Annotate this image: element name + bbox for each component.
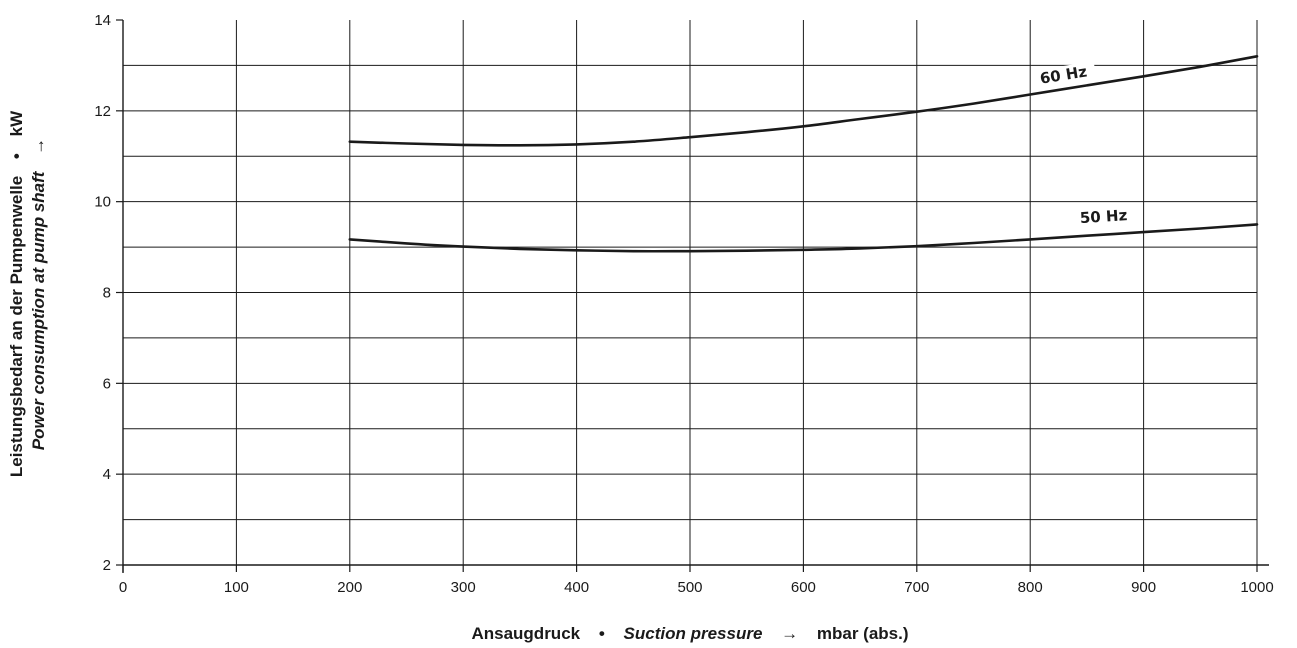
y-axis-title-unit: kW: [7, 110, 26, 136]
x-tick-label-500: 500: [677, 579, 702, 596]
x-tick-label-600: 600: [791, 579, 816, 596]
x-axis-title-en: Suction pressure: [624, 624, 763, 643]
series-line-2: [348, 223, 1259, 253]
y-axis-title-de: Leistungsbedarf an der Pumpenwelle: [7, 176, 26, 477]
y-axis-title-line2: Power consumption at pump shaft →: [29, 138, 48, 450]
y-axis-title-arrow: →: [29, 138, 48, 155]
x-axis-title: Ansaugdruck • Suction pressure → mbar (a…: [471, 624, 908, 643]
y-tick-label-6: 6: [103, 375, 111, 392]
grid: [123, 20, 1258, 565]
series-label-1: 60 Hz: [1039, 62, 1089, 87]
x-tick-label-300: 300: [451, 579, 476, 596]
series-lines: [348, 55, 1259, 253]
x-axis-title-de: Ansaugdruck: [471, 624, 580, 643]
series-label-2: 50 Hz: [1079, 206, 1128, 227]
x-tick-label-100: 100: [224, 579, 249, 596]
y-tick-labels: 2 4 6 8 10 12 14: [94, 12, 123, 574]
y-tick-label-14: 14: [94, 12, 111, 29]
series-label-bg-1: [1032, 61, 1097, 89]
y-tick-label-4: 4: [103, 466, 111, 483]
x-tick-label-900: 900: [1131, 579, 1156, 596]
x-axis-title-bullet: •: [599, 624, 605, 643]
y-tick-label-10: 10: [94, 194, 111, 211]
x-tick-label-0: 0: [119, 579, 127, 596]
y-tick-label-8: 8: [103, 285, 111, 302]
x-axis-title-arrow: →: [781, 624, 798, 643]
x-axis-title-unit: mbar (abs.): [817, 624, 909, 643]
x-tick-label-800: 800: [1018, 579, 1043, 596]
x-tick-label-1000: 1000: [1240, 579, 1273, 596]
x-tick-label-400: 400: [564, 579, 589, 596]
x-tick-label-200: 200: [337, 579, 362, 596]
x-tick-labels: 0 100 200 300 400 500 600 700 800 900 1000: [119, 565, 1274, 596]
y-axis-title-line1: Leistungsbedarf an der Pumpenwelle • kW: [7, 110, 26, 477]
series-line-1: [348, 55, 1259, 147]
y-axis-title-en: Power consumption at pump shaft: [29, 170, 48, 450]
y-tick-label-2: 2: [103, 557, 111, 574]
axes: [122, 20, 1269, 573]
x-tick-label-700: 700: [904, 579, 929, 596]
y-axis-title-bullet: •: [7, 153, 26, 159]
y-tick-label-12: 12: [94, 103, 111, 120]
